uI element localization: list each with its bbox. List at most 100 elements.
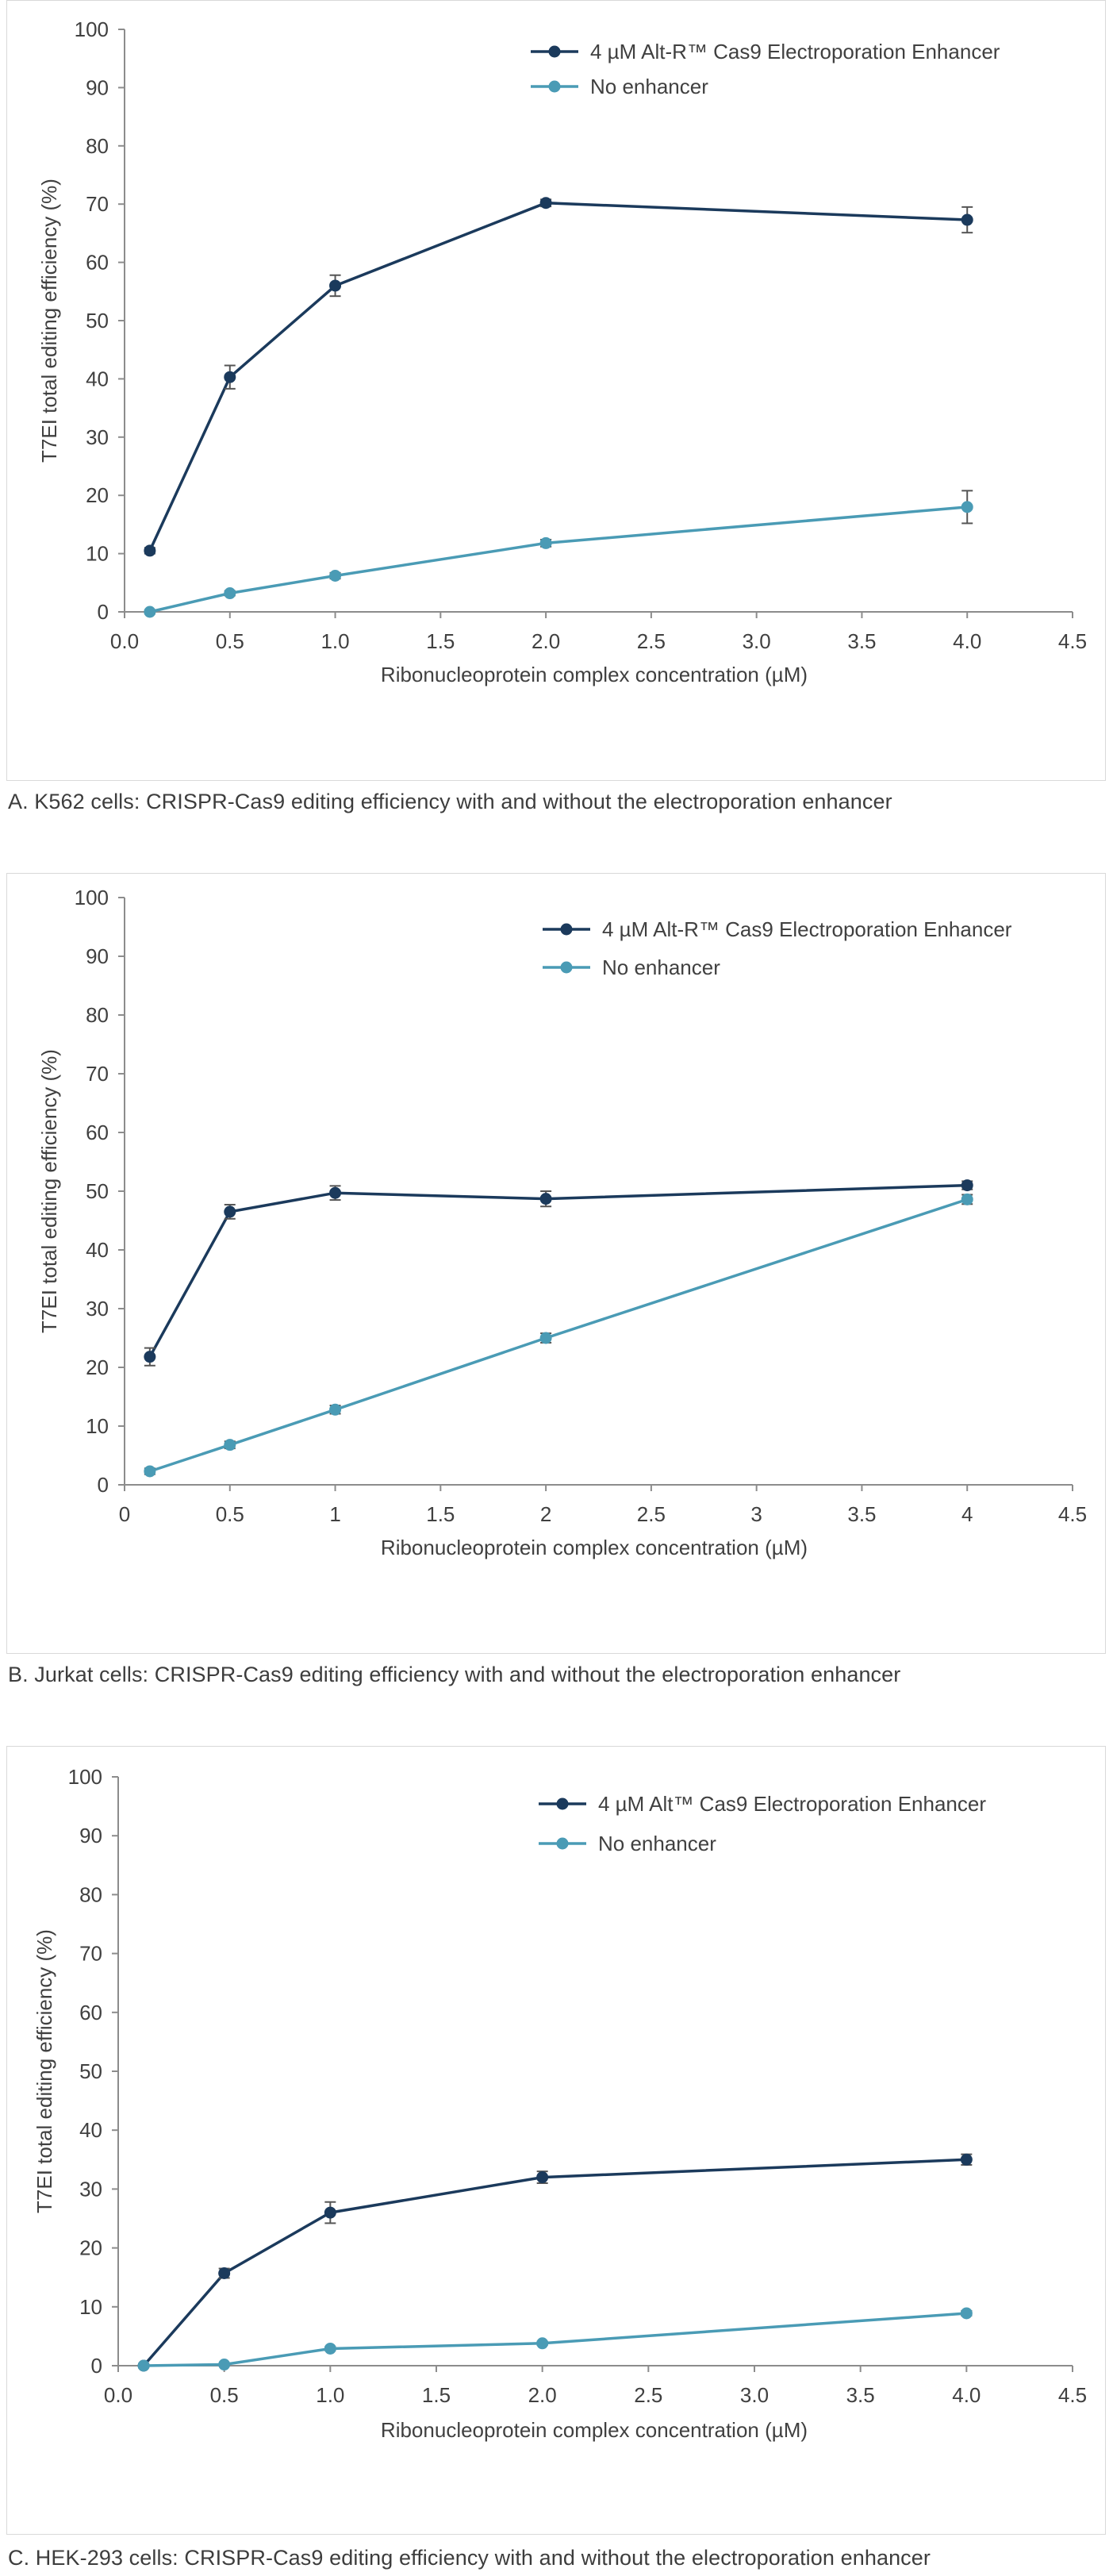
y-tick-label: 60 [86,251,109,275]
y-tick-label: 90 [86,75,109,99]
data-point [224,371,236,383]
series-line-2 [144,2312,967,2367]
data-point [961,1179,973,1192]
data-point [224,1439,236,1451]
y-tick-label: 100 [75,17,109,41]
legend-marker-1 [560,923,573,936]
y-tick-label: 30 [86,1297,109,1321]
y-tick-label: 40 [86,1238,109,1262]
data-point [536,2171,549,2184]
y-tick-label: 80 [79,1882,102,1906]
series-line-2 [149,1198,968,1473]
y-tick-label: 0 [98,1473,109,1497]
y-axis-label: T7EI total editing efficiency (%) [37,179,61,463]
legend-marker-2 [556,1837,569,1850]
x-tick-label: 1 [329,1502,340,1526]
data-point [324,2342,336,2355]
chart-c-caption: C. HEK-293 cells: CRISPR-Cas9 editing ef… [8,2546,931,2570]
x-tick-label: 1.0 [320,629,349,653]
data-point [144,1465,156,1478]
x-tick-label: 1.5 [426,629,455,653]
data-point [960,2153,973,2166]
data-point [961,213,973,226]
y-tick-label: 70 [79,1942,102,1966]
chart-a-caption: A. K562 cells: CRISPR-Cas9 editing effic… [8,790,892,813]
data-point [218,2267,231,2280]
data-point [224,1205,236,1218]
x-tick-label: 4.5 [1058,629,1087,653]
x-tick-label: 0.0 [104,2383,132,2407]
legend-label-2: No enhancer [602,955,720,979]
x-tick-label: 2.5 [637,1502,666,1526]
y-tick-label: 70 [86,192,109,216]
y-tick-label: 50 [86,1179,109,1203]
y-tick-label: 60 [86,1121,109,1144]
legend-label-1: 4 µM Alt™ Cas9 Electroporation Enhancer [598,1792,986,1816]
x-tick-label: 4.5 [1058,2383,1087,2407]
data-point [329,569,342,582]
x-tick-label: 4 [961,1502,973,1526]
chart-frame-a: 0 10 20 30 40 50 60 70 80 90 100 0.0 0.5 1.0 1.5 2.0 2.5… [6,0,1106,781]
x-axis-label: Ribonucleoprotein complex concentration … [381,1536,808,1559]
y-tick-label: 80 [86,134,109,158]
x-tick-label: 0.5 [216,629,244,653]
x-tick-label: 0.5 [210,2383,239,2407]
legend-marker-2 [548,80,561,93]
series-line-1 [148,201,968,552]
y-axis-label: T7EI total editing efficiency (%) [37,1049,61,1333]
y-tick-label: 0 [91,2354,102,2378]
data-point [324,2206,336,2219]
y-tick-label: 50 [86,309,109,333]
y-tick-label: 20 [79,2236,102,2260]
series-line-2 [149,506,968,613]
data-point [329,1186,342,1199]
x-axis-label: Ribonucleoprotein complex concentration … [381,663,808,686]
series-line-1 [142,2158,967,2367]
data-point [961,501,973,513]
y-axis-label: T7EI total editing efficiency (%) [33,1929,56,2213]
data-point [137,2359,150,2372]
x-tick-label: 2 [540,1502,551,1526]
y-tick-label: 90 [79,1824,102,1847]
y-tick-label: 100 [75,886,109,909]
legend-marker-2 [560,961,573,974]
chart-frame-b: 0 10 20 30 40 50 60 70 80 90 100 0 0.5 1 1.5 2 2.5 3 3.5 4 4… [6,873,1106,1654]
x-tick-label: 3.5 [847,1502,876,1526]
x-tick-label: 1.5 [422,2383,451,2407]
x-tick-label: 3.5 [846,2383,875,2407]
legend-label-1: 4 µM Alt-R™ Cas9 Electroporation Enhance… [590,40,1000,63]
chart-b-svg: 0 10 20 30 40 50 60 70 80 90 100 0 0.5 1 1.5 2 2.5 3 3.5 4 4… [37,886,1087,1559]
chart-b-caption: B. Jurkat cells: CRISPR-Cas9 editing eff… [8,1663,901,1686]
x-tick-label: 2.5 [637,629,666,653]
chart-a-svg: 0 10 20 30 40 50 60 70 80 90 100 0.0 0.5 1.0 1.5 2.0 2.5… [37,17,1087,686]
x-tick-label: 2.0 [532,629,560,653]
data-point [539,536,552,549]
x-tick-label: 3.0 [740,2383,769,2407]
data-point [960,2307,973,2320]
legend-label-2: No enhancer [598,1832,716,1855]
data-point [329,279,342,292]
x-tick-label: 4.0 [952,2383,981,2407]
legend-label-2: No enhancer [590,75,708,98]
x-tick-label: 1.5 [426,1502,455,1526]
data-point [144,544,156,557]
x-tick-label: 3 [750,1502,762,1526]
y-tick-label: 10 [86,1414,109,1438]
y-tick-label: 20 [86,483,109,507]
legend-marker-1 [556,1797,569,1810]
x-tick-label: 3.0 [743,629,771,653]
chart-c-svg: 0 10 20 30 40 50 60 70 80 90 100 0.0 0.5 1.0 1.5 2.0 2.5… [33,1765,1087,2442]
x-tick-label: 0.0 [110,629,139,653]
data-point [539,1193,552,1205]
y-tick-label: 30 [79,2177,102,2201]
y-tick-label: 10 [79,2295,102,2319]
y-tick-label: 90 [86,944,109,968]
x-tick-label: 4.5 [1058,1502,1087,1526]
y-tick-label: 70 [86,1062,109,1086]
y-tick-label: 0 [98,600,109,624]
y-tick-label: 10 [86,542,109,566]
x-tick-label: 0 [119,1502,130,1526]
y-tick-label: 80 [86,1003,109,1027]
x-tick-label: 3.5 [847,629,876,653]
y-tick-label: 30 [86,425,109,449]
